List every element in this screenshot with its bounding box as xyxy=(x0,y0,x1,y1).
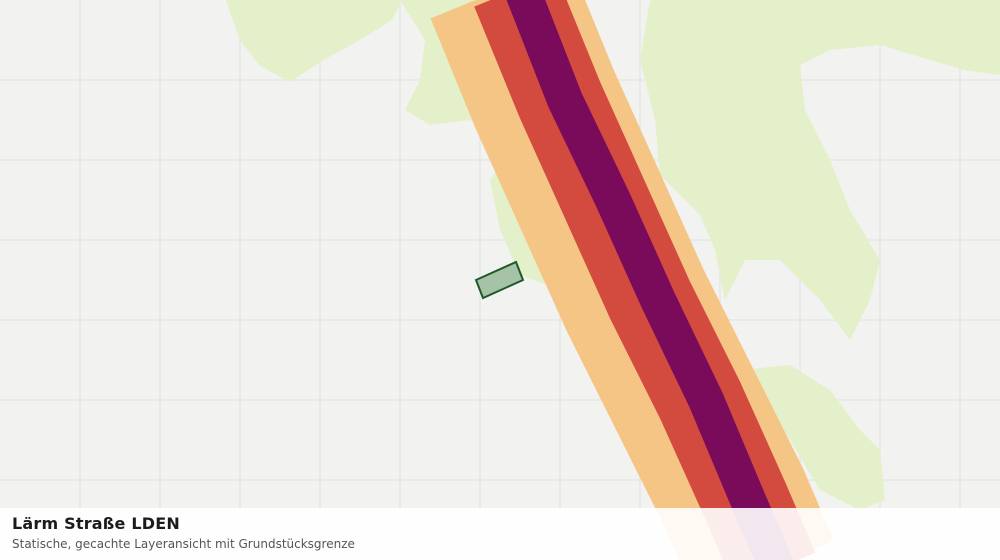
info-panel: Lärm Straße LDEN Statische, gecachte Lay… xyxy=(0,508,1000,560)
green-area xyxy=(640,0,1000,340)
noise-bands xyxy=(430,0,834,560)
green-area xyxy=(740,365,885,510)
noise-band-high xyxy=(506,0,794,560)
parcel-boundary[interactable] xyxy=(474,260,525,300)
layer-subtitle: Statische, gecachte Layeransicht mit Gru… xyxy=(12,537,355,551)
green-area xyxy=(226,0,402,82)
layer-title: Lärm Straße LDEN xyxy=(12,514,180,533)
